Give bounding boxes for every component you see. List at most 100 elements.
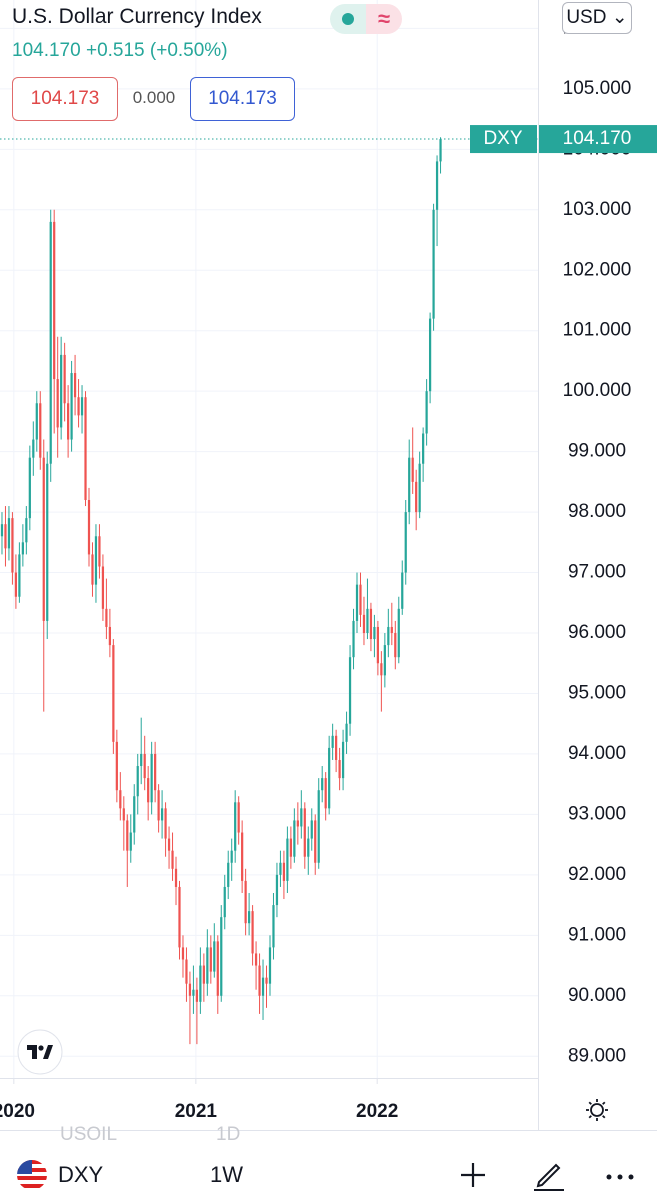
candle-body xyxy=(411,457,414,482)
candle-body xyxy=(220,917,223,996)
candle-body xyxy=(303,808,306,857)
candle-body xyxy=(213,941,216,972)
candle-body xyxy=(46,463,49,621)
y-tick-label: 98.000 xyxy=(568,501,626,522)
candle-body xyxy=(341,741,345,779)
toolbar-border xyxy=(0,1130,657,1131)
candle-body xyxy=(404,512,407,573)
candle-body xyxy=(115,741,118,791)
settings-icon[interactable] xyxy=(586,1099,608,1121)
candle-body xyxy=(181,947,185,960)
candle-body xyxy=(67,403,70,440)
candle-body xyxy=(275,874,279,906)
candle-body xyxy=(209,947,212,972)
candle-body xyxy=(35,403,38,440)
candle-body xyxy=(380,663,383,676)
symbol-tag-label: DXY xyxy=(483,128,522,149)
candle-body xyxy=(119,790,122,809)
candle-body xyxy=(84,397,87,501)
candle-body xyxy=(265,977,268,984)
candle-body xyxy=(11,518,14,573)
candle-body xyxy=(296,820,299,827)
status-dot xyxy=(342,13,354,25)
candle-body xyxy=(192,989,195,996)
candle-body xyxy=(42,457,45,621)
candle-body xyxy=(94,536,98,585)
axis-border xyxy=(538,0,539,1130)
x-tick-label: 2022 xyxy=(356,1101,398,1122)
candle-body xyxy=(188,983,192,996)
candle-body xyxy=(241,832,244,881)
candle-body xyxy=(150,753,153,803)
toolbar-interval[interactable]: 1W xyxy=(210,1162,243,1187)
y-tick-label: 99.000 xyxy=(568,441,626,462)
candle-body xyxy=(122,808,125,821)
bid-box[interactable]: 104.173 xyxy=(12,77,118,121)
candle-body xyxy=(328,747,331,809)
candle-body xyxy=(136,766,139,797)
candle-body xyxy=(254,953,258,966)
y-tick-label: 89.000 xyxy=(568,1045,626,1066)
candle-body xyxy=(129,832,132,851)
change-percent: (+0.50%) xyxy=(149,40,228,61)
price-tag-label: 104.170 xyxy=(563,128,632,149)
candle-body xyxy=(261,977,265,996)
y-tick-label: 97.000 xyxy=(568,562,626,583)
candle-body xyxy=(39,403,42,458)
candle-body xyxy=(234,802,237,851)
candle-body xyxy=(376,626,380,664)
y-tick-label: 102.000 xyxy=(563,259,632,280)
candle-body xyxy=(408,457,411,513)
candle-body xyxy=(185,959,188,984)
axis-border xyxy=(0,1078,538,1079)
candle-body xyxy=(310,820,313,839)
candle-body xyxy=(105,608,108,627)
currency: USD xyxy=(566,7,607,28)
candle-body xyxy=(7,518,11,549)
candle-body xyxy=(21,542,24,555)
candle-body xyxy=(73,373,77,398)
candle-body xyxy=(286,838,289,881)
candle-body xyxy=(251,911,254,954)
candle-body xyxy=(167,838,171,851)
candle-body xyxy=(63,354,66,404)
candle-body xyxy=(293,820,296,857)
candle-body xyxy=(195,989,199,1002)
candle-body xyxy=(373,626,376,640)
candle-body xyxy=(258,965,261,996)
candle-body xyxy=(80,397,84,416)
candle-body xyxy=(147,778,150,803)
candle-body xyxy=(133,796,136,833)
candle-body xyxy=(425,391,428,434)
status-pill[interactable]: ≈ xyxy=(330,4,402,34)
tradingview-logo[interactable] xyxy=(17,1029,63,1075)
candle-body xyxy=(25,518,28,543)
y-tick-label: 90.000 xyxy=(568,985,626,1006)
candle-body xyxy=(174,868,178,887)
y-tick-label: 91.000 xyxy=(568,924,626,945)
candle-body xyxy=(422,433,425,464)
candle-body xyxy=(331,735,334,748)
candle-body xyxy=(317,790,320,863)
y-tick-label: 105.000 xyxy=(563,78,632,99)
y-tick-label: 101.000 xyxy=(563,320,632,341)
ask-box[interactable]: 104.173 xyxy=(190,77,295,121)
price-line: 104.170 +0.515 (+0.50%) xyxy=(12,40,228,62)
candle-body xyxy=(335,735,338,760)
candle-body xyxy=(91,554,94,585)
candle-body xyxy=(268,947,272,984)
candle-body xyxy=(237,802,240,833)
delay-symbol: ≈ xyxy=(366,4,402,34)
currency-button[interactable]: USD ⌄ xyxy=(562,2,632,34)
candle-body xyxy=(397,608,400,658)
candle-body xyxy=(87,500,91,555)
toolbar-symbol[interactable]: DXY xyxy=(58,1162,104,1187)
candle-body xyxy=(18,554,21,597)
candle-body xyxy=(53,221,56,380)
candle-body xyxy=(307,838,310,857)
candle-body xyxy=(314,820,317,863)
y-tick-label: 103.000 xyxy=(563,199,632,220)
candle-body xyxy=(171,850,174,869)
candle-body xyxy=(439,139,442,162)
